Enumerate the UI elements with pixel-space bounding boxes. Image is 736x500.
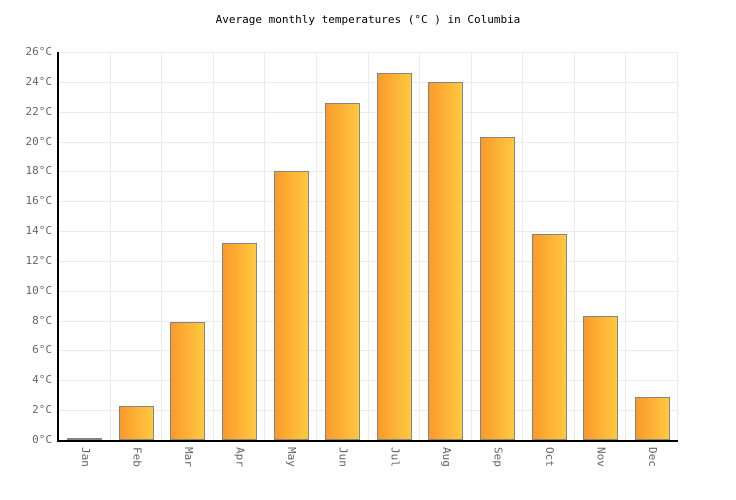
- x-tick-label-jan: Jan: [78, 447, 92, 467]
- bar-aug: [428, 82, 464, 440]
- bar-feb: [118, 406, 154, 440]
- gridline-vertical-10: [574, 52, 575, 440]
- y-tick-label-16: 16°C: [25, 194, 53, 208]
- bar-oct: [531, 234, 567, 440]
- gridline-vertical-1: [110, 52, 111, 440]
- x-tick-label-oct: Oct: [543, 447, 557, 467]
- y-tick-label-8: 8°C: [32, 313, 52, 327]
- x-tick-label-may: May: [285, 447, 299, 467]
- x-tick-label-aug: Aug: [439, 447, 453, 467]
- chart-title: Average monthly temperatures (°C ) in Co…: [215, 13, 521, 26]
- y-tick-label-4: 4°C: [32, 373, 52, 387]
- gridline-vertical-2: [161, 52, 162, 440]
- bar-mar: [170, 322, 206, 440]
- y-tick-label-22: 22°C: [25, 104, 53, 118]
- bar-may: [273, 171, 309, 440]
- x-tick-label-apr: Apr: [233, 447, 247, 467]
- gridline-vertical-6: [368, 52, 369, 440]
- bar-jan: [67, 438, 103, 440]
- y-tick-label-24: 24°C: [25, 74, 53, 88]
- gridline-vertical-4: [264, 52, 265, 440]
- gridline-vertical-8: [471, 52, 472, 440]
- y-tick-label-6: 6°C: [32, 343, 52, 357]
- gridline-vertical-9: [522, 52, 523, 440]
- y-tick-label-26: 26°C: [25, 45, 53, 58]
- bar-jun: [325, 103, 361, 440]
- x-tick-label-jul: Jul: [388, 447, 402, 467]
- x-tick-label-jun: Jun: [336, 447, 350, 467]
- gridline-vertical-7: [419, 52, 420, 440]
- y-tick-label-0: 0°C: [32, 433, 52, 446]
- bar-sep: [479, 137, 515, 440]
- bar-apr: [222, 243, 258, 440]
- gridline-vertical-12: [677, 52, 678, 440]
- gridline-vertical-5: [316, 52, 317, 440]
- y-tick-label-20: 20°C: [25, 134, 53, 148]
- y-tick-label-10: 10°C: [25, 283, 53, 297]
- y-tick-label-12: 12°C: [25, 253, 53, 267]
- gridline-vertical-11: [625, 52, 626, 440]
- bar-jul: [376, 73, 412, 440]
- x-tick-label-nov: Nov: [594, 447, 608, 467]
- x-tick-label-dec: Dec: [646, 447, 660, 467]
- bar-dec: [634, 397, 670, 440]
- bar-nov: [583, 316, 619, 440]
- y-tick-label-18: 18°C: [25, 164, 53, 178]
- y-tick-label-14: 14°C: [25, 224, 53, 238]
- gridline-vertical-3: [213, 52, 214, 440]
- x-tick-label-feb: Feb: [130, 447, 144, 467]
- x-tick-label-mar: Mar: [181, 447, 195, 467]
- y-tick-label-2: 2°C: [32, 403, 52, 417]
- x-tick-label-sep: Sep: [491, 447, 505, 467]
- plot-area: [57, 52, 678, 442]
